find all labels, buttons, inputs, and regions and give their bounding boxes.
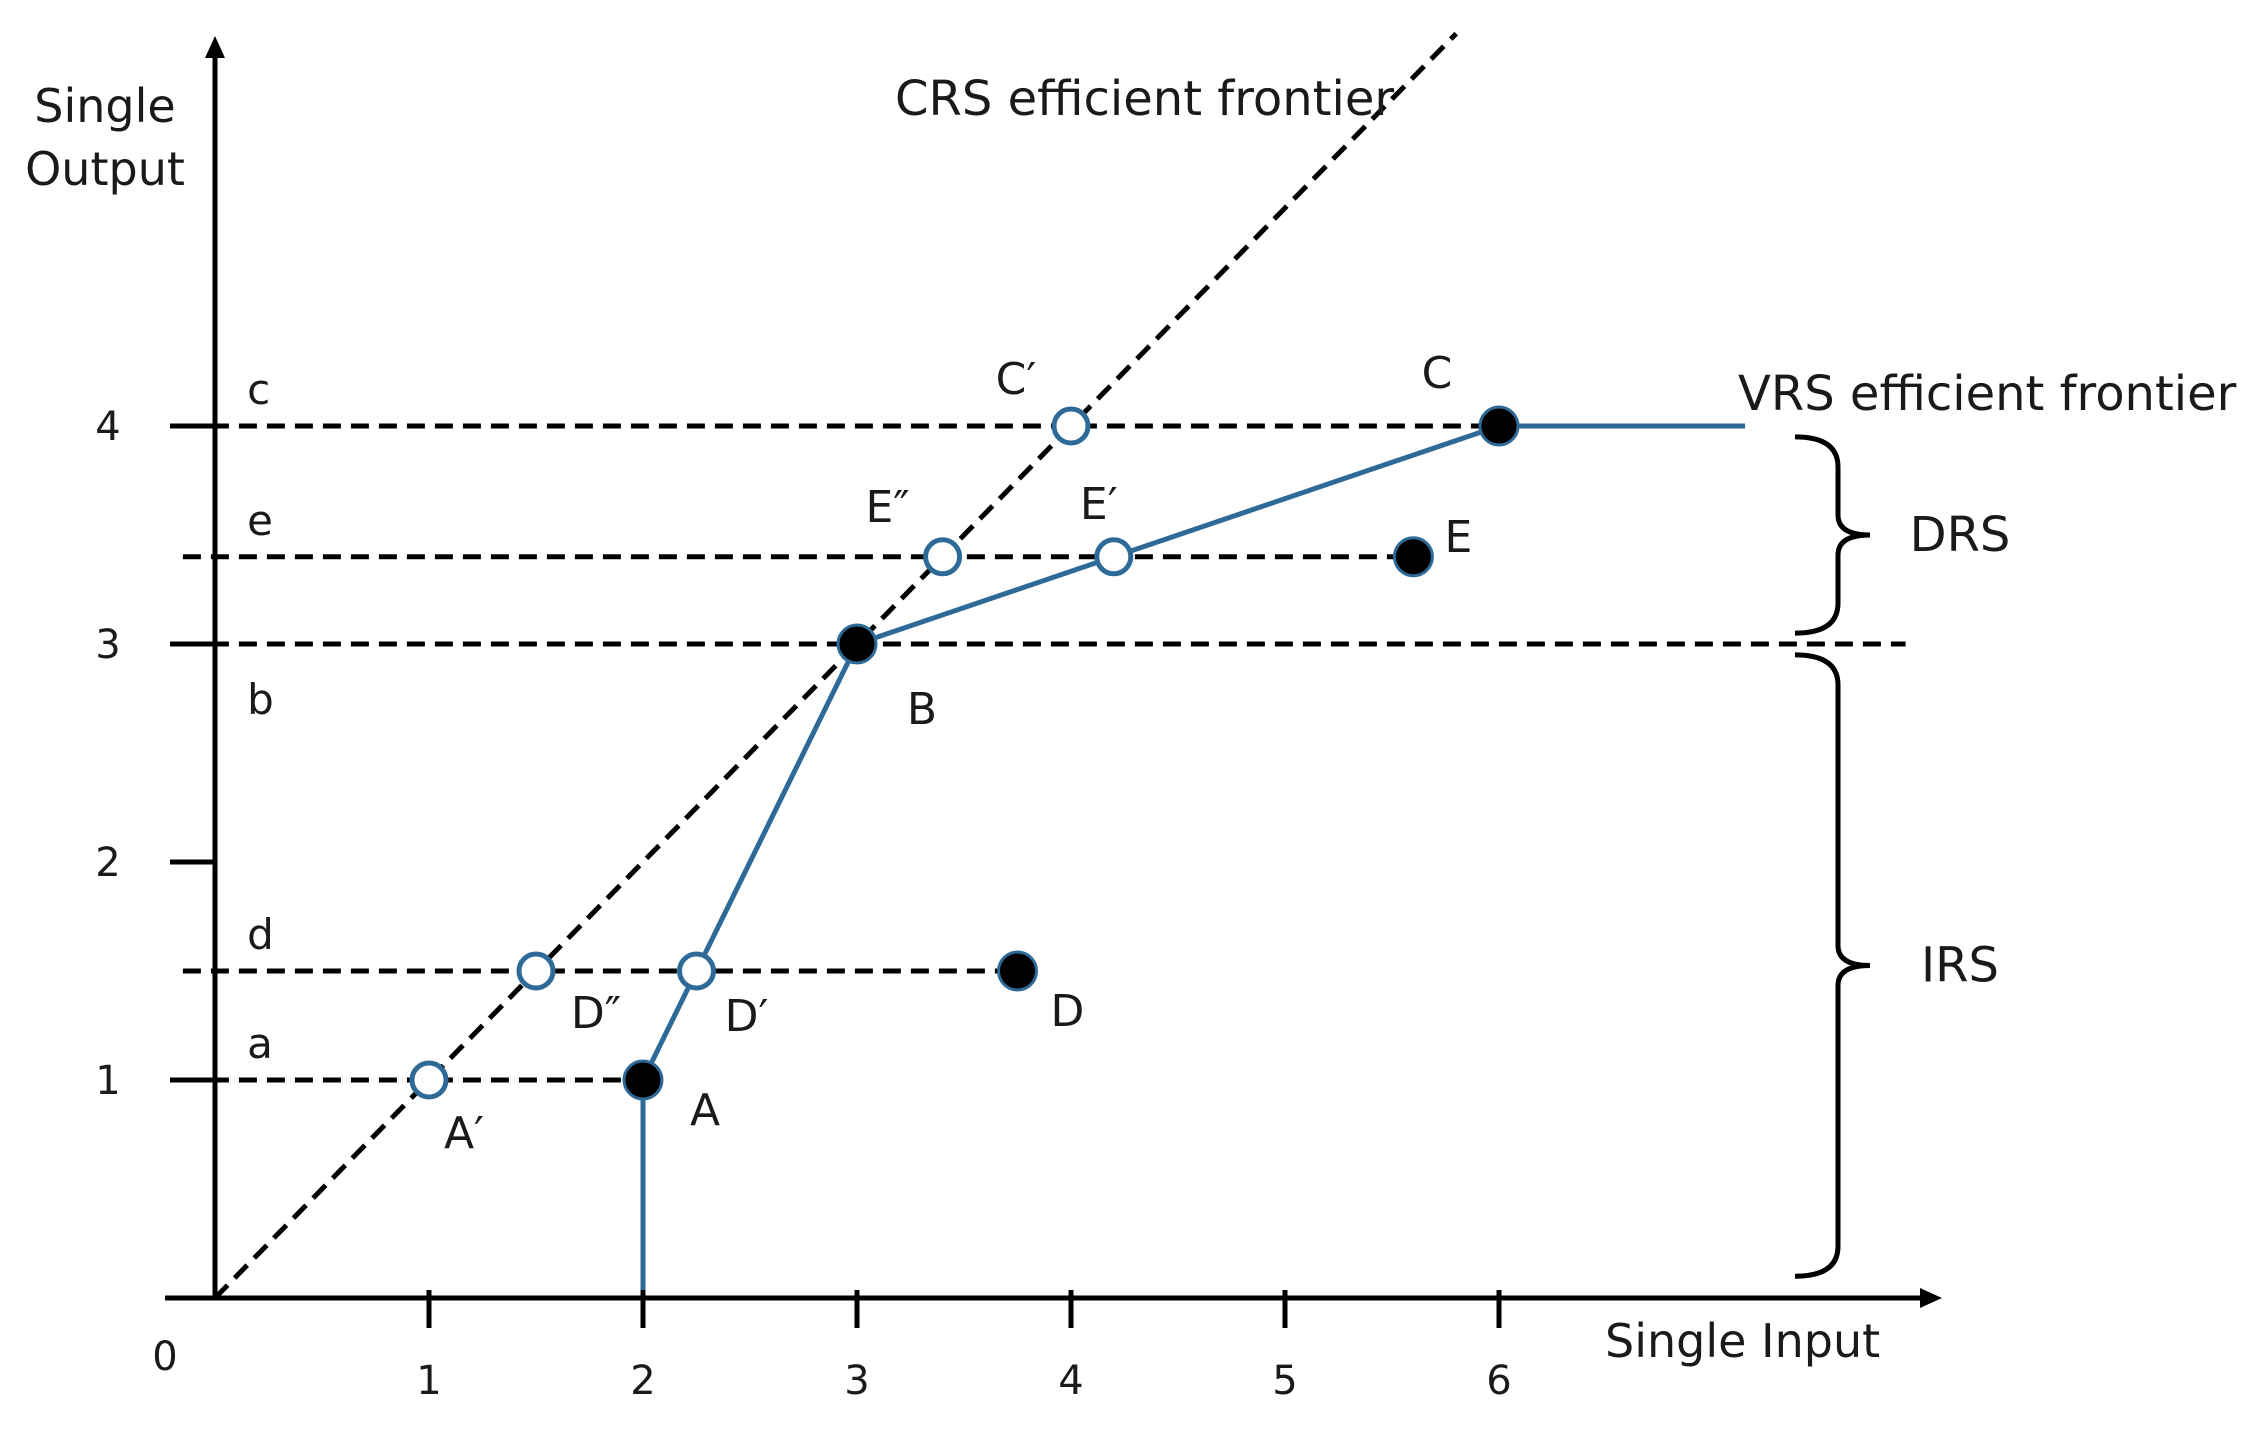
projected-point-label: E′ (1080, 479, 1118, 530)
x-tick-label-1: 1 (416, 1358, 441, 1404)
x-tick-label-6: 6 (1486, 1358, 1511, 1404)
level-label-c: c (247, 365, 270, 414)
projected-point-label: E″ (865, 482, 909, 533)
x-axis-arrowhead (1920, 1288, 1942, 1308)
x-tick-label-4: 4 (1058, 1358, 1083, 1404)
observed-point-label: E (1444, 512, 1472, 563)
x-tick-label-3: 3 (844, 1358, 869, 1404)
y-axis-arrowhead (205, 36, 225, 58)
x-tick-label-5: 5 (1272, 1358, 1297, 1404)
projected-point-marker (1094, 537, 1134, 577)
region-brace-irs (1794, 652, 1871, 1279)
crs-frontier-label: CRS efficient frontier (895, 71, 1394, 127)
projected-point-label: D′ (725, 991, 769, 1042)
level-label-e: e (247, 496, 273, 545)
level-label-d: d (247, 910, 274, 959)
level-label-b: b (247, 675, 274, 724)
observed-point-label: A (690, 1085, 720, 1136)
y-axis-title-line1: Single (34, 79, 175, 133)
y-tick-label-4: 4 (95, 404, 120, 450)
projected-point-label: A′ (444, 1108, 484, 1159)
projected-point-marker (923, 537, 963, 577)
origin-label: 0 (152, 1334, 177, 1380)
projected-point-marker (516, 951, 556, 991)
level-label-a: a (247, 1019, 273, 1068)
observed-point-label: D (1051, 986, 1085, 1037)
x-axis-title: Single Input (1605, 1314, 1880, 1368)
region-label-irs: IRS (1921, 938, 1999, 994)
region-brace-drs (1794, 434, 1871, 636)
observed-point-label: C (1422, 348, 1453, 399)
y-tick-label-1: 1 (95, 1058, 120, 1104)
projected-point-label: D″ (571, 988, 621, 1039)
projected-point-marker (677, 951, 716, 991)
observed-point-marker (1478, 405, 1520, 447)
vrs-frontier-label: VRS efficient frontier (1738, 366, 2237, 422)
projected-point-marker (1051, 406, 1091, 446)
observed-point-marker (1392, 536, 1434, 578)
region-label-drs: DRS (1910, 507, 2011, 563)
observed-point-marker (622, 1059, 664, 1101)
y-tick-label-3: 3 (95, 622, 120, 668)
x-tick-label-2: 2 (630, 1358, 655, 1404)
y-tick-label-2: 2 (95, 840, 120, 886)
observed-point-label: B (907, 684, 937, 735)
observed-point-marker (836, 623, 878, 665)
projected-point-label: C′ (996, 354, 1037, 405)
observed-point-marker (997, 950, 1038, 992)
projected-point-marker (409, 1060, 449, 1100)
crs-frontier-line (213, 31, 1458, 1300)
y-axis-title-line2: Output (25, 142, 185, 196)
